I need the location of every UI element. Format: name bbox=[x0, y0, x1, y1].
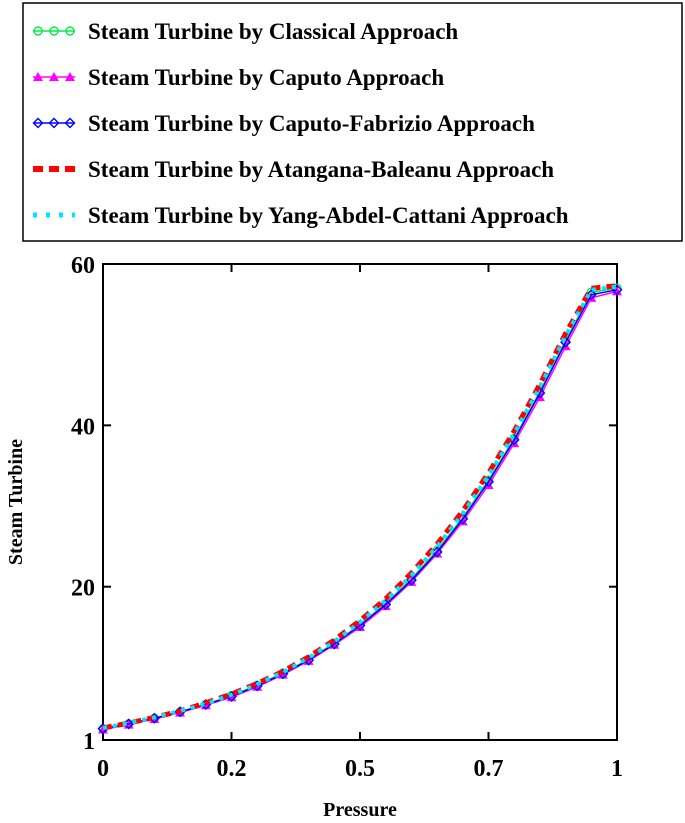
legend-box bbox=[22, 2, 683, 242]
series-line-4 bbox=[102, 283, 618, 731]
series-2-point bbox=[380, 601, 391, 611]
x-tick-label: 1 bbox=[611, 756, 623, 782]
legend-marker-3 bbox=[48, 117, 60, 129]
x-tick-label: 0 bbox=[97, 756, 109, 782]
x-tick-label: 0.7 bbox=[474, 756, 504, 782]
series-2-point bbox=[355, 622, 365, 632]
legend-entry-5: Steam Turbine by Yang-Abdel-Cattani Appr… bbox=[88, 203, 569, 228]
legend-marker-1 bbox=[65, 26, 75, 36]
legend-marker-1 bbox=[49, 26, 59, 36]
legend-marker-2 bbox=[49, 72, 59, 81]
legend-entry-1: Steam Turbine by Classical Approach bbox=[88, 19, 458, 44]
legend-entry-3: Steam Turbine by Caputo-Fabrizio Approac… bbox=[88, 111, 535, 136]
series-layer bbox=[97, 283, 623, 735]
y-axis-label: Steam Turbine bbox=[5, 439, 27, 565]
legend-entry-4: Steam Turbine by Atangana-Baleanu Approa… bbox=[88, 157, 554, 182]
series-2-point bbox=[483, 480, 494, 490]
plot-frame bbox=[102, 263, 618, 741]
legend-marker-3 bbox=[64, 117, 76, 129]
series-line-5 bbox=[102, 284, 618, 730]
x-tick-label: 0.5 bbox=[345, 756, 375, 782]
legend-entry-2: Steam Turbine by Caputo Approach bbox=[88, 65, 444, 90]
legend: Steam Turbine by Classical Approach Steam… bbox=[22, 2, 683, 242]
series-line-3 bbox=[102, 289, 618, 730]
legend-marker-3 bbox=[32, 117, 44, 129]
y-tick-label: 60 bbox=[71, 253, 95, 279]
y-tick-label: 1 bbox=[83, 729, 95, 755]
x-axis-label: Pressure bbox=[323, 799, 397, 821]
legend-marker-2 bbox=[65, 72, 75, 81]
x-tick-label: 0.2 bbox=[217, 756, 247, 782]
y-tick-label: 20 bbox=[71, 576, 95, 602]
series-line-1 bbox=[102, 287, 618, 730]
series-2-point bbox=[612, 286, 622, 296]
legend-marker-2 bbox=[33, 72, 43, 81]
legend-marker-1 bbox=[33, 26, 43, 36]
series-3-point bbox=[585, 289, 597, 301]
axis-ticks: 0 0.2 0.5 0.7 1 1 20 40 60 bbox=[71, 253, 623, 782]
y-tick-label: 40 bbox=[71, 414, 95, 440]
series-line-2 bbox=[102, 290, 618, 731]
